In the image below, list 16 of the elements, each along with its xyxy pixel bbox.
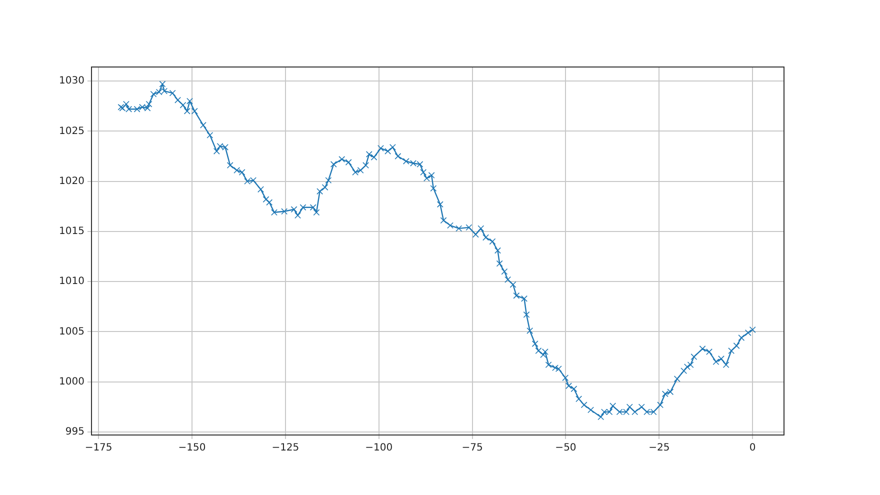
y-tick-label: 1010 [58, 276, 84, 288]
y-tick-label: 1030 [58, 76, 84, 87]
x-tick-label: −75 [462, 442, 483, 454]
x-tick-label: −25 [648, 442, 670, 454]
x-tick-label: −125 [272, 442, 300, 454]
y-tick-label: 995 [65, 426, 84, 438]
x-tick-label: −50 [555, 442, 576, 454]
x-tick-label: −100 [365, 442, 393, 454]
y-tick-label: 1020 [58, 176, 84, 187]
y-tick-label: 1025 [58, 126, 84, 137]
x-tick-label: −150 [178, 442, 206, 454]
y-tick-label: 1000 [58, 376, 84, 388]
y-tick-label: 1005 [58, 326, 84, 338]
y-tick-label: 1015 [58, 226, 84, 238]
x-tick-label: −175 [84, 442, 112, 454]
x-tick-label: 0 [749, 442, 756, 454]
